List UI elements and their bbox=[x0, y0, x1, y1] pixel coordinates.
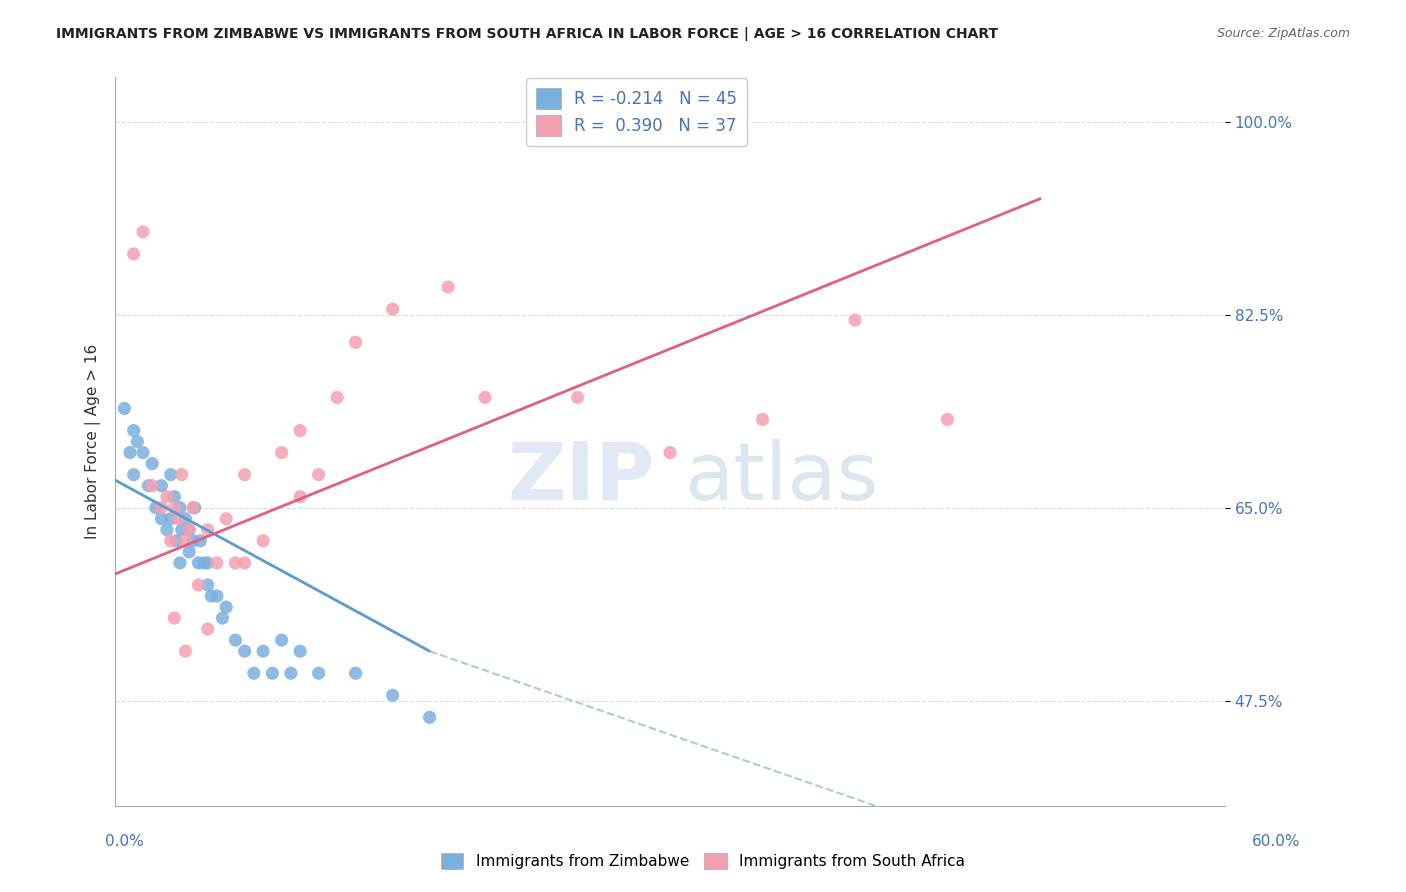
Text: Source: ZipAtlas.com: Source: ZipAtlas.com bbox=[1216, 27, 1350, 40]
Point bbox=[381, 688, 404, 702]
Point bbox=[188, 533, 211, 548]
Point bbox=[205, 589, 228, 603]
Point bbox=[215, 600, 238, 615]
Point bbox=[197, 556, 219, 570]
Point bbox=[288, 424, 311, 438]
Point bbox=[179, 523, 201, 537]
Point bbox=[205, 556, 228, 570]
Point bbox=[159, 533, 181, 548]
Point bbox=[181, 500, 204, 515]
Text: IMMIGRANTS FROM ZIMBABWE VS IMMIGRANTS FROM SOUTH AFRICA IN LABOR FORCE | AGE > : IMMIGRANTS FROM ZIMBABWE VS IMMIGRANTS F… bbox=[56, 27, 998, 41]
Point bbox=[150, 500, 173, 515]
Legend: Immigrants from Zimbabwe, Immigrants from South Africa: Immigrants from Zimbabwe, Immigrants fro… bbox=[434, 847, 972, 875]
Point bbox=[262, 666, 284, 681]
Point bbox=[179, 523, 201, 537]
Point bbox=[197, 523, 219, 537]
Point bbox=[187, 556, 209, 570]
Point bbox=[419, 710, 441, 724]
Point bbox=[280, 666, 302, 681]
Point bbox=[437, 280, 460, 294]
Point bbox=[751, 412, 773, 426]
Point bbox=[163, 490, 186, 504]
Point bbox=[179, 545, 201, 559]
Point bbox=[156, 523, 179, 537]
Point bbox=[233, 467, 256, 482]
Point bbox=[270, 633, 292, 648]
Point bbox=[127, 434, 149, 449]
Point bbox=[936, 412, 959, 426]
Point bbox=[159, 467, 181, 482]
Point bbox=[659, 445, 682, 459]
Point bbox=[474, 391, 496, 405]
Point bbox=[270, 445, 292, 459]
Point bbox=[197, 622, 219, 636]
Point bbox=[187, 578, 209, 592]
Point bbox=[163, 500, 186, 515]
Point bbox=[169, 500, 191, 515]
Point bbox=[174, 644, 197, 658]
Point bbox=[122, 467, 145, 482]
Point bbox=[174, 512, 197, 526]
Text: atlas: atlas bbox=[683, 439, 879, 517]
Point bbox=[308, 666, 330, 681]
Point bbox=[233, 556, 256, 570]
Legend: R = -0.214   N = 45, R =  0.390   N = 37: R = -0.214 N = 45, R = 0.390 N = 37 bbox=[526, 78, 748, 145]
Point bbox=[211, 611, 233, 625]
Point bbox=[159, 512, 181, 526]
Point bbox=[181, 533, 204, 548]
Point bbox=[183, 500, 205, 515]
Point bbox=[308, 467, 330, 482]
Point bbox=[344, 335, 367, 350]
Point bbox=[141, 478, 163, 492]
Point bbox=[138, 478, 160, 492]
Point bbox=[326, 391, 349, 405]
Point bbox=[174, 533, 197, 548]
Point bbox=[381, 302, 404, 317]
Y-axis label: In Labor Force | Age > 16: In Labor Force | Age > 16 bbox=[86, 344, 101, 539]
Point bbox=[252, 644, 274, 658]
Point bbox=[150, 478, 173, 492]
Point bbox=[197, 578, 219, 592]
Point bbox=[122, 424, 145, 438]
Point bbox=[567, 391, 589, 405]
Point bbox=[344, 666, 367, 681]
Point bbox=[844, 313, 866, 327]
Point bbox=[118, 445, 141, 459]
Point bbox=[252, 533, 274, 548]
Point bbox=[288, 644, 311, 658]
Point bbox=[215, 512, 238, 526]
Point bbox=[243, 666, 266, 681]
Text: 60.0%: 60.0% bbox=[1253, 834, 1301, 849]
Text: 0.0%: 0.0% bbox=[105, 834, 145, 849]
Text: ZIP: ZIP bbox=[508, 439, 655, 517]
Point bbox=[132, 445, 155, 459]
Point bbox=[163, 611, 186, 625]
Point bbox=[224, 556, 246, 570]
Point bbox=[167, 512, 190, 526]
Point bbox=[156, 490, 179, 504]
Point bbox=[200, 589, 222, 603]
Point bbox=[169, 556, 191, 570]
Point bbox=[132, 225, 155, 239]
Point bbox=[122, 247, 145, 261]
Point bbox=[233, 644, 256, 658]
Point bbox=[145, 500, 167, 515]
Point bbox=[193, 556, 215, 570]
Point bbox=[114, 401, 136, 416]
Point bbox=[170, 523, 193, 537]
Point bbox=[150, 512, 173, 526]
Point bbox=[141, 457, 163, 471]
Point bbox=[288, 490, 311, 504]
Point bbox=[224, 633, 246, 648]
Point bbox=[170, 467, 193, 482]
Point bbox=[165, 533, 187, 548]
